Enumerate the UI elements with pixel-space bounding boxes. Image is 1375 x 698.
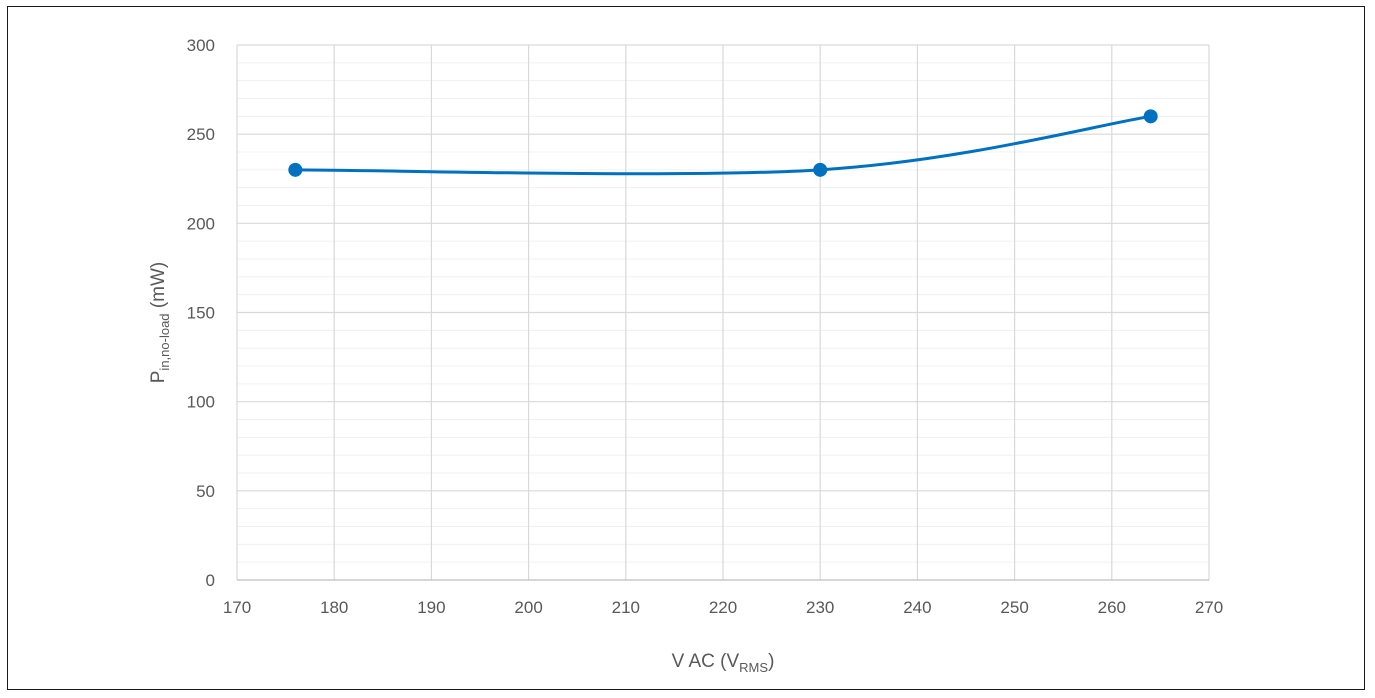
x-tick-label: 270 [1195,598,1223,617]
x-axis-ticks: 170 180 190 200 210 220 230 240 250 260 270 [223,598,1223,617]
x-tick-label: 250 [1000,598,1028,617]
x-tick-label: 220 [709,598,737,617]
y-tick-label: 100 [187,393,215,412]
y-axis-label: Pin,no-load (mW) [148,262,172,384]
major-gridlines [236,44,1210,580]
series-line [293,114,1153,176]
x-axis-label: V AC (VRMS) [672,651,775,675]
data-point [1143,109,1158,124]
series-layer [288,109,1158,177]
x-tick-label: 170 [223,598,251,617]
y-tick-label: 150 [187,304,215,323]
y-axis-ticks: 0 50 100 150 200 250 300 [187,36,215,590]
x-tick-label: 180 [320,598,348,617]
x-tick-label: 260 [1098,598,1126,617]
x-tick-label: 230 [806,598,834,617]
x-tick-label: 240 [903,598,931,617]
y-tick-label: 200 [187,214,215,233]
y-tick-label: 300 [187,36,215,55]
data-point [288,162,303,177]
x-tick-label: 200 [514,598,542,617]
y-tick-label: 50 [196,482,215,501]
x-tick-label: 210 [612,598,640,617]
y-tick-label: 250 [187,125,215,144]
data-point [813,162,828,177]
x-tick-label: 190 [417,598,445,617]
y-tick-label: 0 [206,571,215,590]
